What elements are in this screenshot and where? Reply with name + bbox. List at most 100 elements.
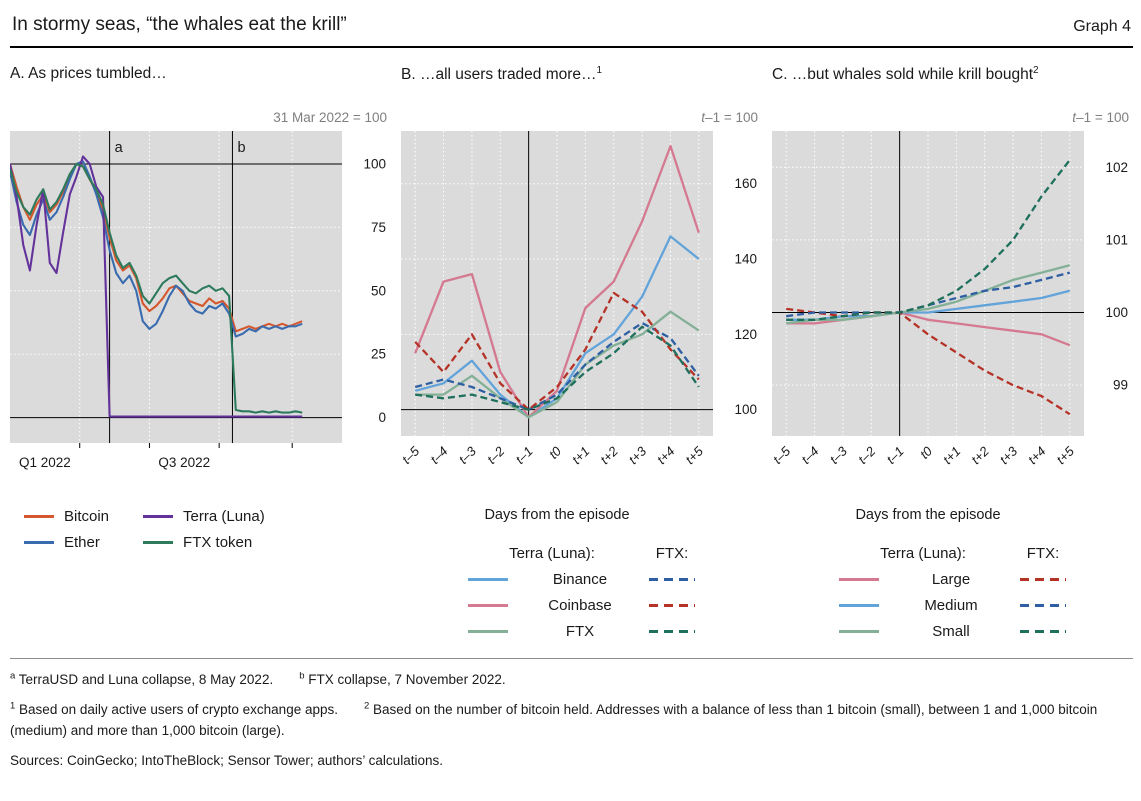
panel-b-title-sup: 1 [596,65,603,76]
x-tick-label: t+3 [626,443,650,467]
series-ether [8,160,303,338]
x-tick-label: t+4 [1025,444,1049,468]
legend-label-coinbase: Coinbase [548,597,612,614]
chart-a-svg: a b 0 25 50 75 100 Q1 2022 Q3 2022 [8,131,386,470]
x-tick-label: Q1 2022 [19,455,71,470]
legend-label-binance: Binance [552,571,608,588]
footnote-line-ab: a TerraUSD and Luna collapse, 8 May 2022… [10,670,1133,690]
x-tick-label: t0 [917,443,936,462]
series-large-dashed [786,307,1071,416]
legend-header-left: Terra (Luna): [509,545,595,562]
legend-swatch-solid-small [839,629,879,634]
chart-c-svg: 99 100 101 102 t–5 t–4 t–3 t–2 t–1 t0 t+1 t+2 t+3 t+4… [770,131,1128,468]
unit-rest: –1 = 100 [1076,110,1129,125]
panel-b-title-text: B. …all users traded more… [401,66,597,84]
x-tick-label: t+5 [682,443,706,467]
x-tick-label: t–5 [401,443,423,467]
series-small [786,264,1071,325]
footnote-line-12: 1 Based on daily active users of crypto … [10,700,1133,741]
footnotes: a TerraUSD and Luna collapse, 8 May 2022… [10,658,1133,771]
legend-swatch-solid-medium [839,603,879,608]
figure-header: In stormy seas, “the whales eat the kril… [10,12,1133,46]
panel-a-title-text: A. As prices tumbled… [10,65,167,82]
figure-title: In stormy seas, “the whales eat the kril… [12,14,347,35]
title-rule [10,46,1133,48]
panel-a-title: A. As prices tumbled… [10,64,388,110]
legend-item-bitcoin: Bitcoin [24,508,109,525]
legend-label-bitcoin: Bitcoin [64,508,110,525]
series-coinbase-dashed [414,291,700,411]
x-tick-label: t–5 [772,443,794,467]
x-tick-label: t+4 [654,444,678,468]
legend-swatch-dashed-coinbase [649,604,695,607]
footnote-a: a TerraUSD and Luna collapse, 8 May 2022… [10,670,274,687]
legend-swatch-bitcoin [24,514,54,519]
panel-b-unit: t–1 = 100 [401,110,759,128]
panel-c-title-sup: 2 [1033,65,1039,76]
series-terra-luna [8,155,303,418]
x-tick-label: t+1 [569,444,593,468]
y-tick-label: 101 [1105,232,1128,247]
y-tick-label: 100 [1105,305,1128,320]
graph-figure: In stormy seas, “the whales eat the kril… [8,12,1133,771]
legend-label-ftx: FTX [565,623,595,640]
footnote-rule [10,658,1133,659]
legend-swatch-solid-coinbase [468,603,508,608]
legend-item-ether: Ether [24,534,109,551]
x-tick-label: t–2 [855,443,879,467]
legend-swatch-solid-ftx [468,629,508,634]
series-bitcoin [8,162,303,333]
legend-header-right: FTX: [1026,545,1060,562]
legend-header-left: Terra (Luna): [880,545,966,562]
legend-swatch-ether [24,540,54,545]
legend-swatch-dashed-large [1020,578,1066,581]
panel-b-title: B. …all users traded more…1 [401,64,759,110]
legend-header-right: FTX: [655,545,689,562]
y-tick-label: 75 [371,220,386,235]
panels-row: A. As prices tumbled… 31 Mar 2022 = 100 … [8,64,1133,640]
unit-italic: t [701,110,706,125]
y-tick-label: 0 [378,410,386,425]
series-coinbase [414,144,700,419]
x-tick-label: t+3 [997,443,1021,467]
legend-label-ether: Ether [64,534,100,551]
y-tick-label: 100 [734,402,757,417]
series-small-dashed [786,159,1071,321]
legend-swatch-ftx-token [143,540,174,545]
legend-swatch-terra-luna [143,514,174,519]
x-tick-label: t–3 [456,443,480,467]
legend-swatch-dashed-ftx [649,630,695,633]
panel-c-title-text: C. …but whales sold while krill bought [772,66,1034,84]
panel-b: B. …all users traded more…1 t–1 = 100 10… [399,64,759,640]
series-ftx-dashed [415,325,700,411]
y-tick-label: 25 [371,347,386,362]
panel-c-xaxis-title: Days from the episode [855,507,1001,523]
legend-item-ftx-token: FTX token [143,534,265,551]
event-label-a: a [115,140,124,156]
event-label-b: b [237,140,245,156]
x-tick-label: t–2 [484,443,508,467]
legend-swatch-dashed-small [1020,630,1066,633]
x-tick-label: Q3 2022 [158,455,210,470]
footnote-b: b FTX collapse, 7 November 2022. [299,670,506,687]
series-ftx [415,310,700,419]
series-medium-dashed [786,271,1071,318]
panel-b-xaxis-title: Days from the episode [484,507,630,523]
legend-label-ftx-token: FTX token [183,534,253,551]
legend-label-terra-luna: Terra (Luna) [183,508,265,525]
x-tick-label: t+1 [940,444,964,468]
x-tick-label: t–4 [427,444,450,467]
x-tick-label: t–4 [798,444,821,467]
legend-item-terra-luna: Terra (Luna) [143,508,265,525]
panel-b-legend: Terra (Luna): FTX: Binance Coinbase FTX [401,545,759,640]
panel-a-unit: 31 Mar 2022 = 100 [273,110,387,125]
y-tick-label: 140 [734,252,757,267]
y-tick-label: 50 [371,283,386,298]
y-tick-label: 100 [363,156,386,171]
x-tick-label: t–1 [512,444,535,467]
x-tick-label: t+2 [968,443,992,467]
unit-rest: –1 = 100 [705,110,758,125]
legend-swatch-dashed-medium [1020,604,1066,607]
y-tick-label: 160 [734,176,757,191]
